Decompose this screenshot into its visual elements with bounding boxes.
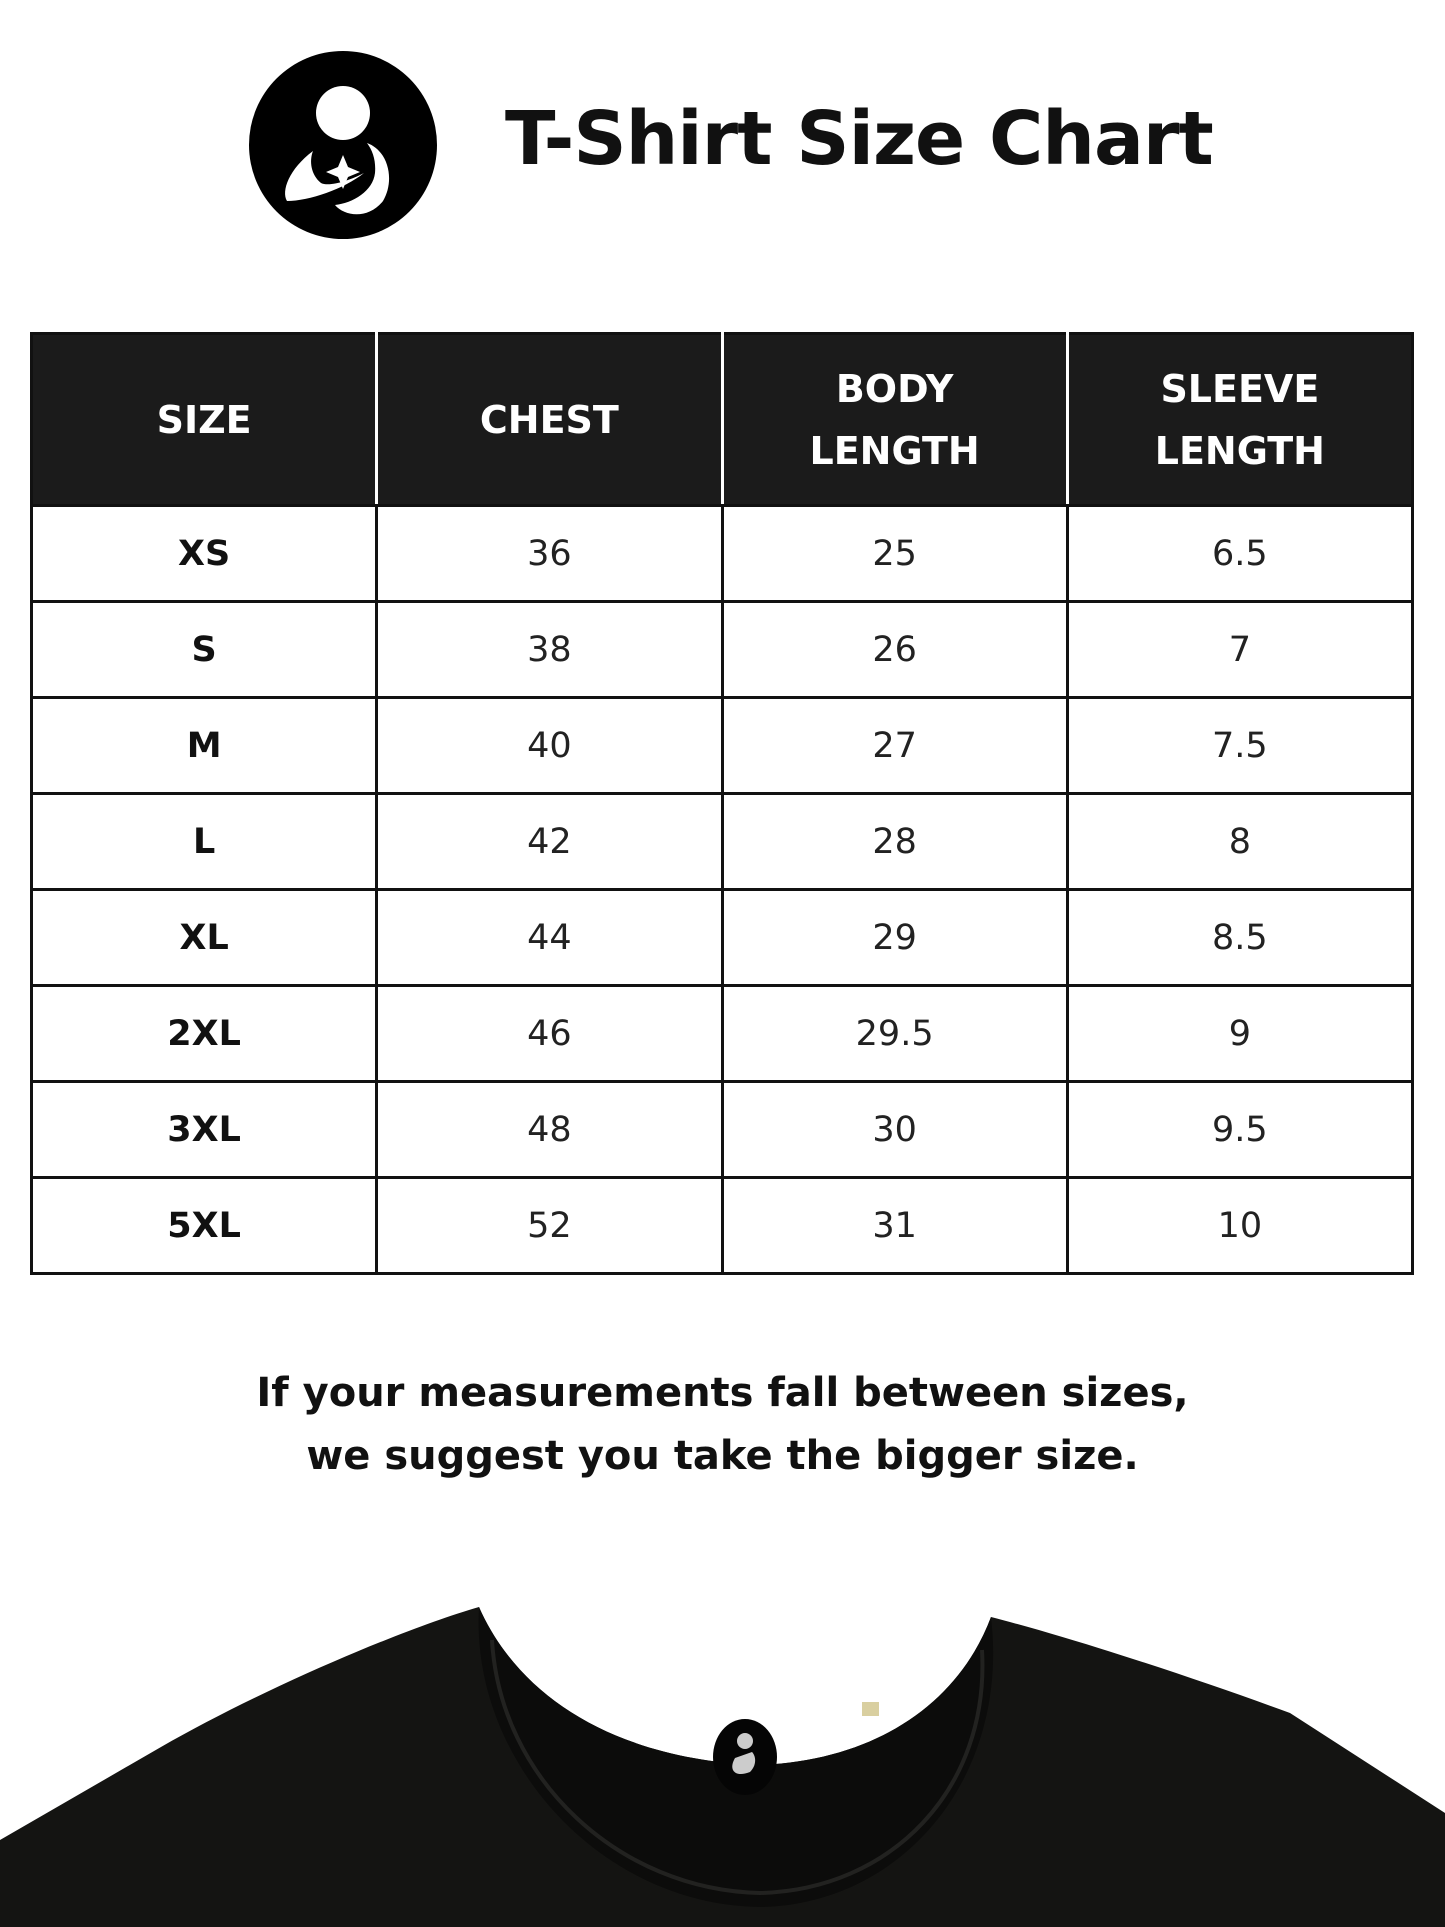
measurement-cell: 25 (720, 504, 1069, 603)
column-header: SLEEVE LENGTH (1065, 332, 1415, 507)
size-cell: 5XL (29, 1176, 379, 1275)
size-chart-table: SIZE CHEST BODY LENGTH SLEEVE LENGTH XS 36 25 6.… (29, 332, 1415, 1275)
sizing-note-line-2: we suggest you take the bigger size. (306, 1433, 1139, 1479)
table-row: 5XL 52 31 10 (29, 1176, 1415, 1275)
size-cell: M (29, 696, 379, 795)
measurement-cell: 52 (375, 1176, 724, 1275)
column-header-text: SLEEVE (1160, 366, 1320, 411)
column-header-text: LENGTH (809, 428, 980, 473)
measurement-cell: 8 (1065, 792, 1415, 891)
size-cell: XL (29, 888, 379, 987)
measurement-cell: 9 (1065, 984, 1415, 1083)
measurement-cell: 40 (375, 696, 724, 795)
measurement-cell: 8.5 (1065, 888, 1415, 987)
sizing-note: If your measurements fall between sizes,… (0, 1362, 1445, 1488)
measurement-cell: 44 (375, 888, 724, 987)
size-cell: XS (29, 504, 379, 603)
measurement-cell: 38 (375, 600, 724, 699)
table-row: XS 36 25 6.5 (29, 504, 1415, 603)
table-row: 3XL 48 30 9.5 (29, 1080, 1415, 1179)
measurement-cell: 9.5 (1065, 1080, 1415, 1179)
column-header: CHEST (375, 332, 724, 507)
table-row: S 38 26 7 (29, 600, 1415, 699)
size-cell: S (29, 600, 379, 699)
table-row: L 42 28 8 (29, 792, 1415, 891)
measurement-cell: 6.5 (1065, 504, 1415, 603)
size-cell: 2XL (29, 984, 379, 1083)
measurement-cell: 48 (375, 1080, 724, 1179)
measurement-cell: 42 (375, 792, 724, 891)
measurement-cell: 31 (720, 1176, 1069, 1275)
measurement-cell: 29.5 (720, 984, 1069, 1083)
measurement-cell: 10 (1065, 1176, 1415, 1275)
measurement-cell: 27 (720, 696, 1069, 795)
column-header-text: CHEST (479, 397, 619, 442)
tshirt-photo (0, 1607, 1445, 1927)
column-header: BODY LENGTH (720, 332, 1069, 507)
measurement-cell: 28 (720, 792, 1069, 891)
measurement-cell: 30 (720, 1080, 1069, 1179)
column-header-text: BODY (835, 366, 954, 411)
measurement-cell: 36 (375, 504, 724, 603)
size-label-tag (862, 1702, 879, 1716)
column-header-text: LENGTH (1154, 428, 1325, 473)
measurement-cell: 46 (375, 984, 724, 1083)
measurement-cell: 7.5 (1065, 696, 1415, 795)
measurement-cell: 26 (720, 600, 1069, 699)
size-cell: L (29, 792, 379, 891)
column-header: SIZE (29, 332, 379, 507)
column-header-text: SIZE (156, 397, 252, 442)
size-cell: 3XL (29, 1080, 379, 1179)
sizing-note-line-1: If your measurements fall between sizes, (256, 1370, 1189, 1416)
page-title: T-Shirt Size Chart (505, 96, 1214, 182)
table-row: XL 44 29 8.5 (29, 888, 1415, 987)
table-row: M 40 27 7.5 (29, 696, 1415, 795)
measurement-cell: 29 (720, 888, 1069, 987)
brand-logo-icon (249, 51, 437, 239)
measurement-cell: 7 (1065, 600, 1415, 699)
table-row: 2XL 46 29.5 9 (29, 984, 1415, 1083)
